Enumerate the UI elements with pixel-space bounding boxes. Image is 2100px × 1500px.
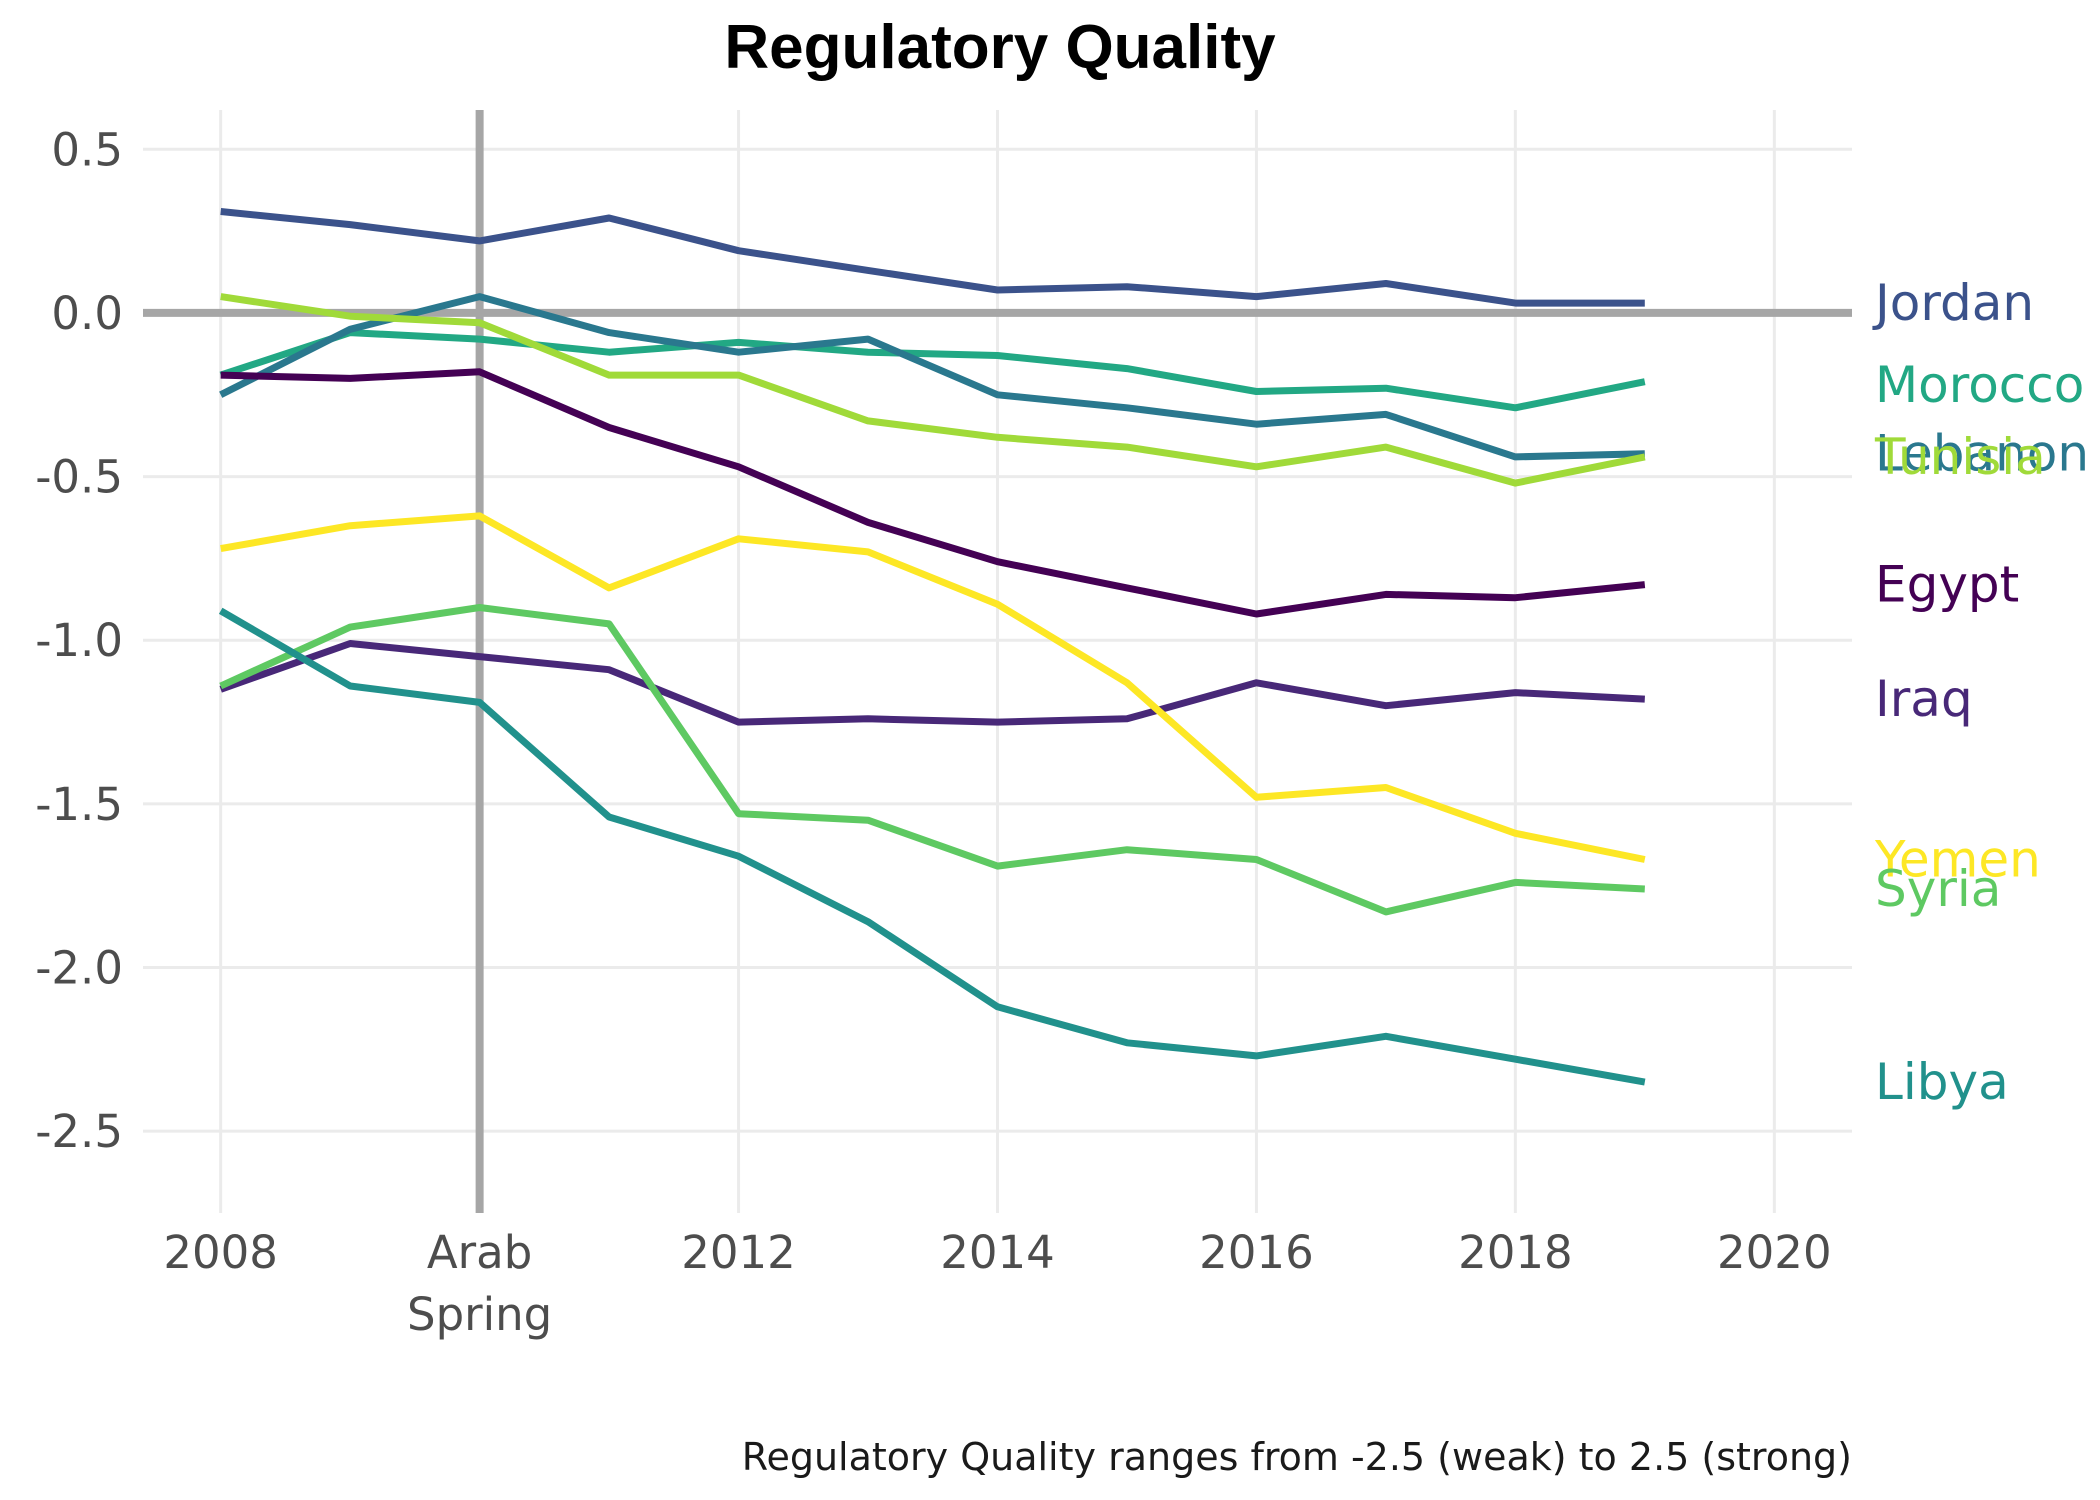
series-line-iraq	[219, 640, 1645, 726]
series-label-yemen: Yemen	[1874, 831, 2041, 889]
series-line-yemen	[220, 512, 1646, 863]
series-label-egypt: Egypt	[1875, 556, 2019, 614]
y-axis-tick-labels: 0.5 0.0 -0.5 -1.0 -1.5 -2.0 -2.5	[35, 123, 123, 1158]
series-line-morocco	[219, 329, 1646, 412]
x-axis-tick-labels: 2008 Arab Spring 2012 2014 2016 2018 2020	[163, 1226, 1831, 1341]
series-label-lebanon: Lebanon	[1875, 425, 2089, 483]
x-tick-label: 2012	[681, 1226, 796, 1279]
series-label-jordan: Jordan	[1872, 274, 2034, 332]
x-tick-label: 2020	[1717, 1226, 1832, 1279]
chart-caption: Regulatory Quality ranges from -2.5 (wea…	[742, 1435, 1852, 1479]
y-tick-label: 0.5	[51, 123, 123, 176]
series-line-syria	[219, 604, 1645, 916]
series-label-syria: Syria	[1875, 860, 2001, 918]
series-lines	[218, 208, 1646, 1086]
x-tick-label: Arab Spring	[407, 1226, 552, 1341]
x-tick-label: 2008	[163, 1226, 278, 1279]
y-tick-label: -2.5	[35, 1105, 123, 1158]
y-tick-label: -1.0	[35, 614, 123, 667]
series-line-lebanon	[219, 293, 1645, 461]
y-tick-label: -1.5	[35, 778, 123, 831]
gridlines	[143, 110, 1852, 1213]
y-tick-label: 0.0	[51, 287, 123, 340]
series-label-iraq: Iraq	[1875, 670, 1973, 728]
series-line-egypt	[220, 368, 1646, 618]
series-line-jordan	[220, 208, 1645, 307]
series-label-morocco: Morocco	[1875, 356, 2084, 414]
y-tick-label: -0.5	[35, 451, 123, 504]
x-tick-label: 2016	[1199, 1226, 1314, 1279]
y-tick-label: -2.0	[35, 942, 123, 995]
series-line-tunisia	[220, 293, 1646, 487]
chart-title: Regulatory Quality	[724, 13, 1276, 82]
series-line-libya	[218, 607, 1646, 1086]
series-label-libya: Libya	[1875, 1053, 2009, 1111]
x-tick-label: 2014	[940, 1226, 1055, 1279]
series-label-tunisia: Tunisia	[1874, 428, 2046, 486]
x-tick-label: 2018	[1458, 1226, 1573, 1279]
